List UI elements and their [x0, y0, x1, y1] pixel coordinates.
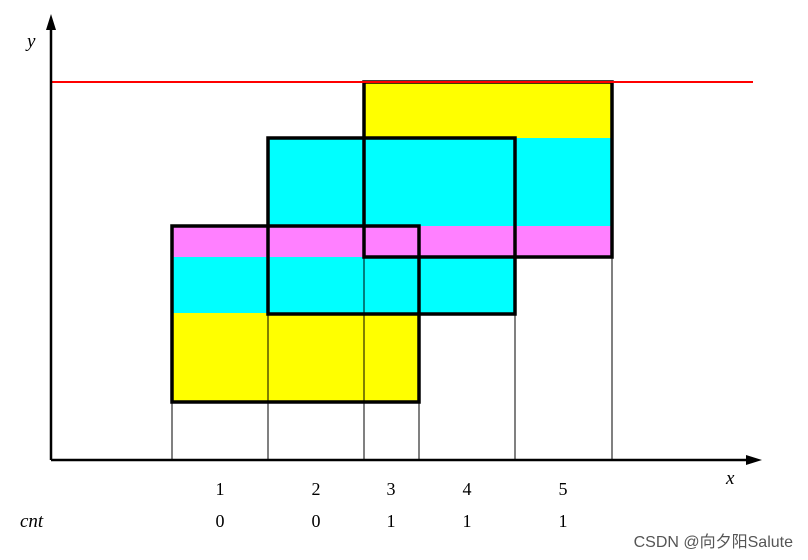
rect3-yellow-top [364, 82, 612, 138]
segment-index-3: 3 [387, 479, 396, 499]
rect2-outline [266, 136, 517, 316]
rect1-yellow-fill [172, 313, 419, 402]
segment-index-2: 2 [312, 479, 321, 499]
segment-index-4: 4 [463, 479, 472, 499]
segment-cnt-2: 0 [312, 511, 321, 531]
x-axis-arrow [746, 455, 762, 465]
segment-cnt-4: 1 [463, 511, 472, 531]
y-axis-arrow [46, 14, 56, 30]
cnt-label: cnt [20, 511, 44, 532]
segment-cnt-1: 0 [216, 511, 225, 531]
segment-index-5: 5 [559, 479, 568, 499]
segment-cnt-5: 1 [559, 511, 568, 531]
rect1-cyan-fill [172, 257, 419, 313]
watermark: CSDN @向夕阳Salute [634, 533, 793, 551]
rect3-cyan-right [515, 138, 612, 226]
rect3-magenta-band [364, 226, 612, 257]
segment-index-1: 1 [216, 479, 225, 499]
x-axis-label: x [725, 468, 735, 489]
y-axis-label: y [25, 31, 36, 52]
rect2-cyan-top [268, 138, 515, 226]
segment-cnt-3: 1 [387, 511, 396, 531]
